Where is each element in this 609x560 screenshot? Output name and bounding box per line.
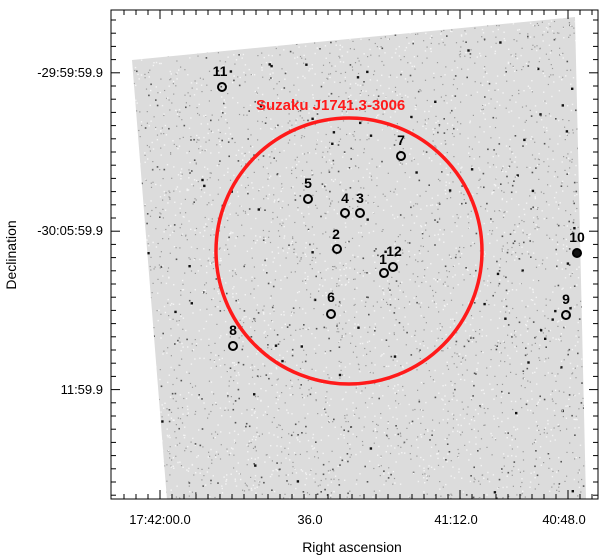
x-tick-label: 41:12.0 (434, 512, 477, 527)
source-marker-5 (303, 194, 313, 204)
y-axis-label: Declination (3, 220, 19, 289)
x-tick-label: 17:42:00.0 (129, 512, 190, 527)
source-marker-1 (379, 268, 389, 278)
source-marker-2 (332, 244, 342, 254)
x-tick-label: 36.0 (297, 512, 322, 527)
source-marker-4 (340, 208, 350, 218)
source-label-3: 3 (356, 190, 364, 206)
source-marker-10 (572, 248, 582, 258)
x-axis-label: Right ascension (302, 539, 402, 555)
y-tick-label: -30:05:59.9 (37, 223, 103, 238)
source-marker-8 (228, 341, 238, 351)
source-marker-11 (217, 82, 227, 92)
source-label-5: 5 (304, 175, 312, 191)
source-label-2: 2 (332, 226, 340, 242)
axis-ticks (111, 10, 598, 499)
source-label-8: 8 (229, 322, 237, 338)
source-label-4: 4 (341, 190, 349, 206)
source-label-10: 10 (569, 229, 585, 245)
source-marker-3 (355, 208, 365, 218)
source-label-6: 6 (327, 289, 335, 305)
source-marker-9 (561, 310, 571, 320)
y-tick-label: -29:59:59.9 (37, 65, 103, 80)
source-marker-12 (388, 262, 398, 272)
plot-frame (110, 9, 599, 500)
source-label-7: 7 (397, 132, 405, 148)
y-tick-label: 11:59.9 (61, 382, 103, 397)
source-label-12: 12 (386, 243, 402, 259)
source-marker-6 (326, 309, 336, 319)
x-tick-label: 40:48.0 (542, 512, 585, 527)
source-marker-7 (396, 151, 406, 161)
region-circle (214, 116, 484, 386)
source-label-11: 11 (213, 63, 228, 79)
source-label-9: 9 (562, 291, 570, 307)
source-label-1: 1 (379, 251, 387, 267)
region-label: Suzaku J1741.3-3006 (256, 97, 405, 114)
sky-field-of-view (132, 17, 586, 499)
